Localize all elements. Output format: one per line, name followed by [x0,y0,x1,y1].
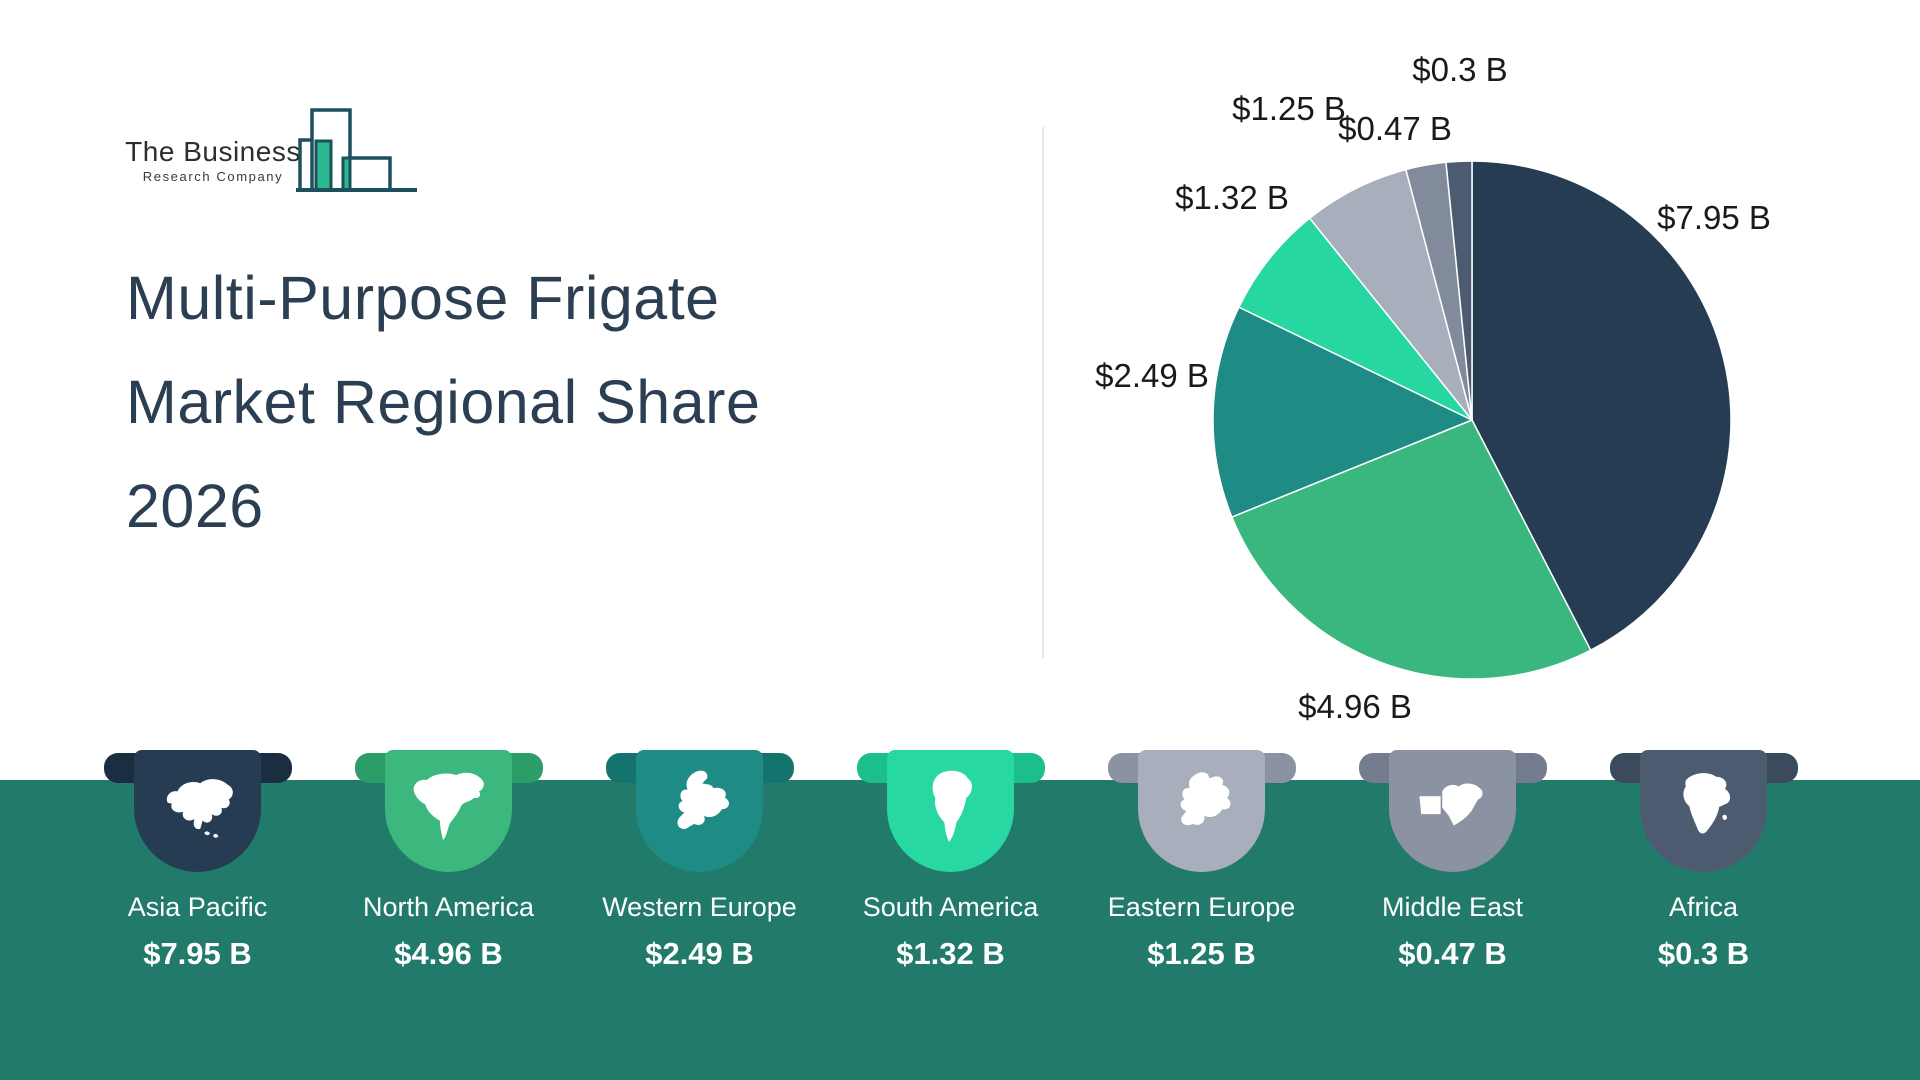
ribbon-badge [856,750,1045,875]
region-name: Africa [1668,892,1739,922]
pie-value-label: $4.96 B [1298,688,1412,725]
region-value: $1.32 B [896,936,1005,972]
pie-value-label: $0.47 B [1338,110,1452,147]
ribbon-body [1639,750,1767,872]
page-title-line1: Multi-Purpose Frigate [126,264,720,332]
ribbon-body [635,750,763,872]
eastern-europe-map-icon [1180,772,1231,826]
pie-value-label: $1.25 B [1232,90,1346,127]
pie-value-label: $7.95 B [1657,199,1771,236]
logo-bar-accent [314,139,333,192]
legend-item-asia-pacific: Asia Pacific $7.95 B [72,750,323,973]
ribbon-badge [103,750,292,875]
africa-map-icon [1683,773,1731,834]
legend-item-africa: Africa $0.3 B [1578,750,1829,973]
region-name: South America [862,892,1039,922]
asia-map-icon [166,779,233,838]
region-name: Western Europe [602,892,797,922]
region-value: $0.47 B [1398,936,1507,972]
logo-bar [347,156,392,192]
legend-item-middle-east: Middle East $0.47 B [1327,750,1578,973]
region-name: Middle East [1381,892,1524,922]
region-value: $0.3 B [1657,936,1750,972]
region-value: $1.25 B [1147,936,1256,972]
pie-slice-north-america [1231,419,1592,680]
region-value: $7.95 B [143,936,252,972]
logo-name-line2: Research Company [142,169,284,184]
pie-slice-asia-pacific [1471,160,1732,651]
region-name: Eastern Europe [1107,892,1296,922]
pie-slice-africa [1445,160,1473,421]
logo-name-line1: The Business [125,136,301,167]
page-title: Multi-Purpose Frigate Market Regional Sh… [126,246,760,558]
bar-chart-logo-icon [296,108,417,192]
ribbon-badge [1358,750,1547,875]
page-title-line3: 2026 [126,472,264,540]
ribbon-body [384,750,512,872]
region-value: $4.96 B [394,936,503,972]
ribbon-badge [354,750,543,875]
legend-item-north-america: North America $4.96 B [323,750,574,973]
ribbon-badge [605,750,794,875]
company-logo: The Business Research Company [118,136,308,184]
region-name: Asia Pacific [127,892,268,922]
pie-value-label: $2.49 B [1095,357,1209,394]
region-value: $2.49 B [645,936,754,972]
ribbon-body [1137,750,1265,872]
legend-item-western-europe: Western Europe $2.49 B [574,750,825,973]
legend-item-south-america: South America $1.32 B [825,750,1076,973]
south-america-map-icon [932,770,973,842]
pie-value-label: $0.3 B [1412,51,1508,88]
ribbon-body [886,750,1014,872]
legend-item-eastern-europe: Eastern Europe $1.25 B [1076,750,1327,973]
pie-slice-eastern-europe [1308,168,1473,421]
page-title-line2: Market Regional Share [126,368,761,436]
ribbon-badge [1609,750,1798,875]
pie-value-label: $1.32 B [1175,179,1289,216]
region-name: North America [362,892,535,922]
region-legend: Asia Pacific $7.95 B North America $4.96 B W… [72,750,1829,973]
pie-slice-south-america [1238,217,1473,421]
europe-map-icon [677,770,730,830]
middle-east-map-icon [1419,783,1483,826]
pie-slice-western-europe [1212,306,1473,518]
pie-chart [1212,160,1732,680]
ribbon-body [1388,750,1516,872]
divider-line [1042,127,1044,658]
ribbon-body [133,750,261,872]
logo-bar-accent [341,156,352,192]
ribbon-badge [1107,750,1296,875]
north-america-map-icon [413,772,484,841]
